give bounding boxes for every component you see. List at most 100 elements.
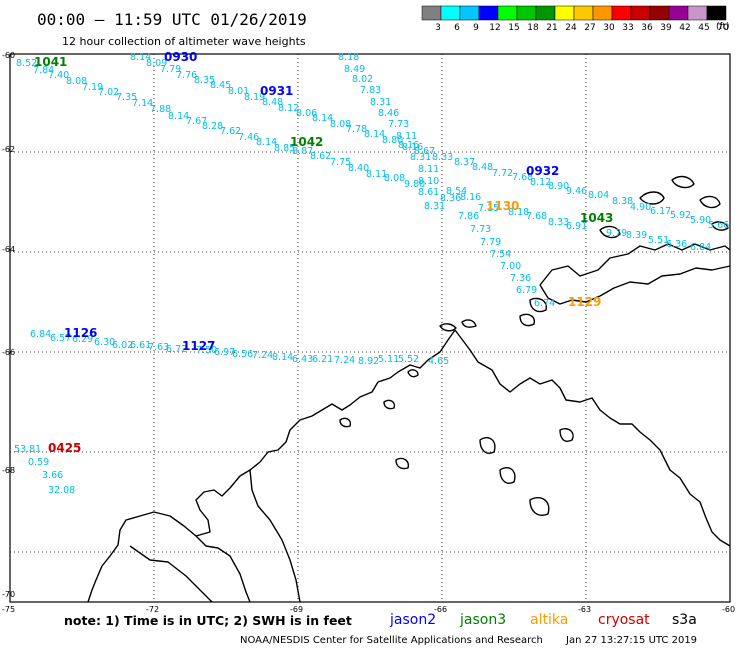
lat-label: -70 — [2, 590, 15, 599]
wave-height-value: 8.14 — [256, 137, 277, 148]
legend-swatch — [535, 5, 556, 21]
wave-height-value: 8.14 — [168, 111, 189, 122]
wave-height-value: 8.80 — [382, 135, 403, 146]
wave-height-value: 6.74 — [534, 298, 555, 309]
wave-height-value: 8.36 — [440, 193, 461, 204]
wave-height-value: 7.35 — [116, 92, 137, 103]
page-subtitle: 12 hour collection of altimeter wave hei… — [62, 35, 306, 48]
wave-height-value: 8.62 — [310, 151, 331, 162]
wave-height-value: 7.76 — [176, 70, 197, 81]
wave-height-value: 8.85 — [274, 143, 295, 154]
wave-height-value: 8.18 — [338, 52, 359, 63]
wave-height-value: 8.54 — [446, 186, 467, 197]
wave-height-value: 9.80 — [404, 179, 425, 190]
wave-height-value: 6.30 — [94, 337, 115, 348]
page-title: 00:00 – 11:59 UTC 01/26/2019 — [37, 10, 307, 29]
legend-swatch — [497, 5, 518, 21]
wave-height-value: 7.50 — [196, 345, 217, 356]
credit-text: NOAA/NESDIS Center for Satellite Applica… — [240, 635, 543, 646]
lon-label: -69 — [290, 605, 303, 614]
wave-height-value: 9.46 — [566, 186, 587, 197]
legend-swatch — [554, 5, 575, 21]
wave-height-value: 8.08 — [330, 119, 351, 130]
wave-height-value: 7.79 — [480, 237, 501, 248]
wave-height-value: 8.18 — [508, 207, 529, 218]
legend-label: 12 — [489, 23, 500, 33]
wave-height-value: 5.51 — [648, 235, 669, 246]
wave-height-value: 6.02 — [112, 340, 133, 351]
wave-height-value: 8.11 — [366, 169, 387, 180]
wave-height-value: 7.19 — [82, 82, 103, 93]
wave-height-value: 7.78 — [346, 124, 367, 135]
wave-height-value: 7.75 — [330, 157, 351, 168]
legend-label: 15 — [508, 23, 519, 33]
wave-height-value: 8.14 — [364, 129, 385, 140]
legend-unit: (ft) — [716, 22, 730, 32]
wave-height-value: 8.28 — [202, 121, 223, 132]
satellite-legend-jason2: jason2 — [389, 612, 436, 628]
wave-height-value: 6.43 — [292, 354, 313, 365]
lon-label: -63 — [578, 605, 591, 614]
graticule — [10, 54, 730, 602]
legend-swatch — [668, 5, 689, 21]
wave-height-value: 6.79 — [516, 285, 537, 296]
wave-height-value: 8.11 — [418, 164, 439, 175]
wave-height-value: 8.87 — [292, 146, 313, 157]
legend-label: 3 — [435, 23, 441, 33]
wave-height-value: 7.00 — [500, 261, 521, 272]
pass-time-label: 0930 — [164, 50, 197, 64]
wave-height-observations: 8.527.847.408.087.197.027.357.147.888.14… — [14, 52, 729, 496]
wave-height-value: 8.45 — [210, 80, 231, 91]
lat-label: -62 — [2, 145, 15, 154]
lon-label: -75 — [2, 605, 15, 614]
lat-label: -68 — [2, 466, 15, 475]
legend-swatch — [516, 5, 537, 21]
wave-height-value: 6.57 — [50, 333, 71, 344]
pass-time-label: 1042 — [290, 135, 323, 149]
wave-height-value: 6.61 — [130, 340, 151, 351]
wave-height-value: 7.14 — [132, 98, 153, 109]
wave-height-value: 7.54 — [490, 249, 511, 260]
wave-height-value: 9.79 — [606, 228, 627, 239]
wave-height-value: 6.21 — [312, 354, 333, 365]
wave-height-value: 8.31 — [370, 97, 391, 108]
pass-time-label: 0931 — [260, 84, 293, 98]
wave-height-value: 8.39 — [626, 230, 647, 241]
legend-label: 18 — [527, 23, 539, 33]
wave-height-value: 7.79 — [160, 64, 181, 75]
wave-height-value: 8.61 — [418, 187, 439, 198]
legend-swatch — [478, 5, 499, 21]
pass-time-label: 1041 — [34, 55, 67, 69]
wave-height-value: 5.11 — [378, 354, 399, 365]
wave-height-value: 8.31 — [410, 152, 431, 163]
wave-height-value: 8.48 — [472, 162, 493, 173]
wave-height-value: 8.46 — [378, 108, 399, 119]
wave-height-value: 7.24 — [252, 350, 273, 361]
wave-height-value: 7.46 — [238, 132, 259, 143]
wave-height-value: 8.31 — [424, 201, 445, 212]
satellite-legend-cryosat: cryosat — [598, 612, 650, 628]
wave-height-value: 7.68 — [526, 211, 547, 222]
satellite-legend-s3a: s3a — [672, 612, 697, 628]
wave-height-value: 7.63 — [148, 342, 169, 353]
wave-height-value: 6.91 — [566, 221, 587, 232]
wave-height-value: 8.40 — [348, 163, 369, 174]
legend-swatch — [611, 5, 632, 21]
wave-height-value: 5.52 — [398, 354, 419, 365]
wave-height-value: 8.04 — [588, 190, 609, 201]
pass-time-label: 1129 — [568, 295, 601, 309]
wave-height-value: 8.33 — [548, 217, 569, 228]
wave-height-value: 8.12 — [530, 177, 551, 188]
wave-height-value: 6.84 — [690, 242, 711, 253]
wave-height-value: 7.40 — [48, 70, 69, 81]
wave-height-value: 8.02 — [352, 74, 373, 85]
wave-height-value: 8.37 — [454, 157, 475, 168]
lon-label: -66 — [434, 605, 447, 614]
legend-swatch — [459, 5, 480, 21]
wave-height-value: 8.49 — [344, 64, 365, 75]
wave-height-value: 6.72 — [166, 344, 187, 355]
legend-label: 45 — [698, 23, 709, 33]
wave-height-value: 0.59 — [28, 457, 49, 468]
wave-height-value: 7.88 — [150, 104, 171, 115]
